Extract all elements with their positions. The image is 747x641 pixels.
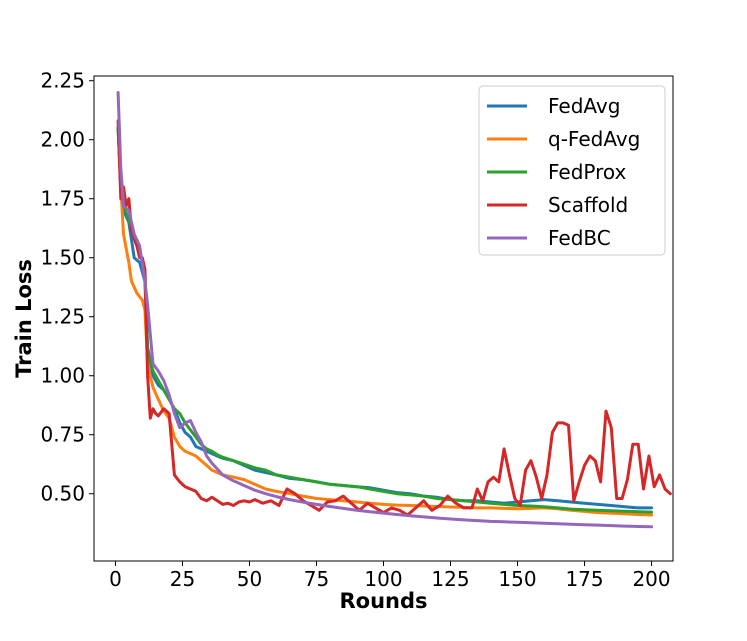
x-axis-title: Rounds [339,589,427,613]
series-line-fedbc [116,91,654,529]
x-tick-label: 150 [498,567,536,591]
y-tick-label: 0.75 [40,423,85,447]
x-tick-label: 125 [431,567,469,591]
series-line-scaffold [116,119,672,517]
x-tick-label: 50 [237,567,262,591]
legend-label-scaffold: Scaffold [548,193,628,217]
y-tick-label: 1.50 [40,246,85,270]
x-tick-label: 75 [304,567,329,591]
y-tick-label: 0.50 [40,482,85,506]
y-axis: 0.50 0.75 1.00 1.25 1.50 1.75 2.00 2.25 [40,69,94,506]
legend-label-fedbc: FedBC [548,226,611,250]
y-tick-label: 1.00 [40,364,85,388]
legend-box [478,85,666,256]
series-line-fedprox [116,126,654,514]
x-axis: 0 25 50 75 100 125 150 175 200 [109,561,671,591]
legend-label-fedprox: FedProx [548,160,627,184]
y-tick-label: 2.25 [40,69,85,93]
y-tick-label: 2.00 [40,128,85,152]
y-tick-label: 1.25 [40,305,85,329]
legend: FedAvg q-FedAvg FedProx Scaffold FedBC [478,85,666,256]
y-axis-title: Train Loss [12,259,36,378]
series-line-q-fedavg [116,126,654,517]
legend-label-fedavg: FedAvg [548,94,620,118]
x-tick-label: 0 [109,567,122,591]
legend-label-q-fedavg: q-FedAvg [548,127,640,151]
y-tick-label: 1.75 [40,187,85,211]
x-tick-label: 25 [170,567,195,591]
x-tick-label: 200 [632,567,670,591]
series-layer [116,91,672,529]
x-tick-label: 175 [565,567,603,591]
x-tick-label: 100 [364,567,402,591]
